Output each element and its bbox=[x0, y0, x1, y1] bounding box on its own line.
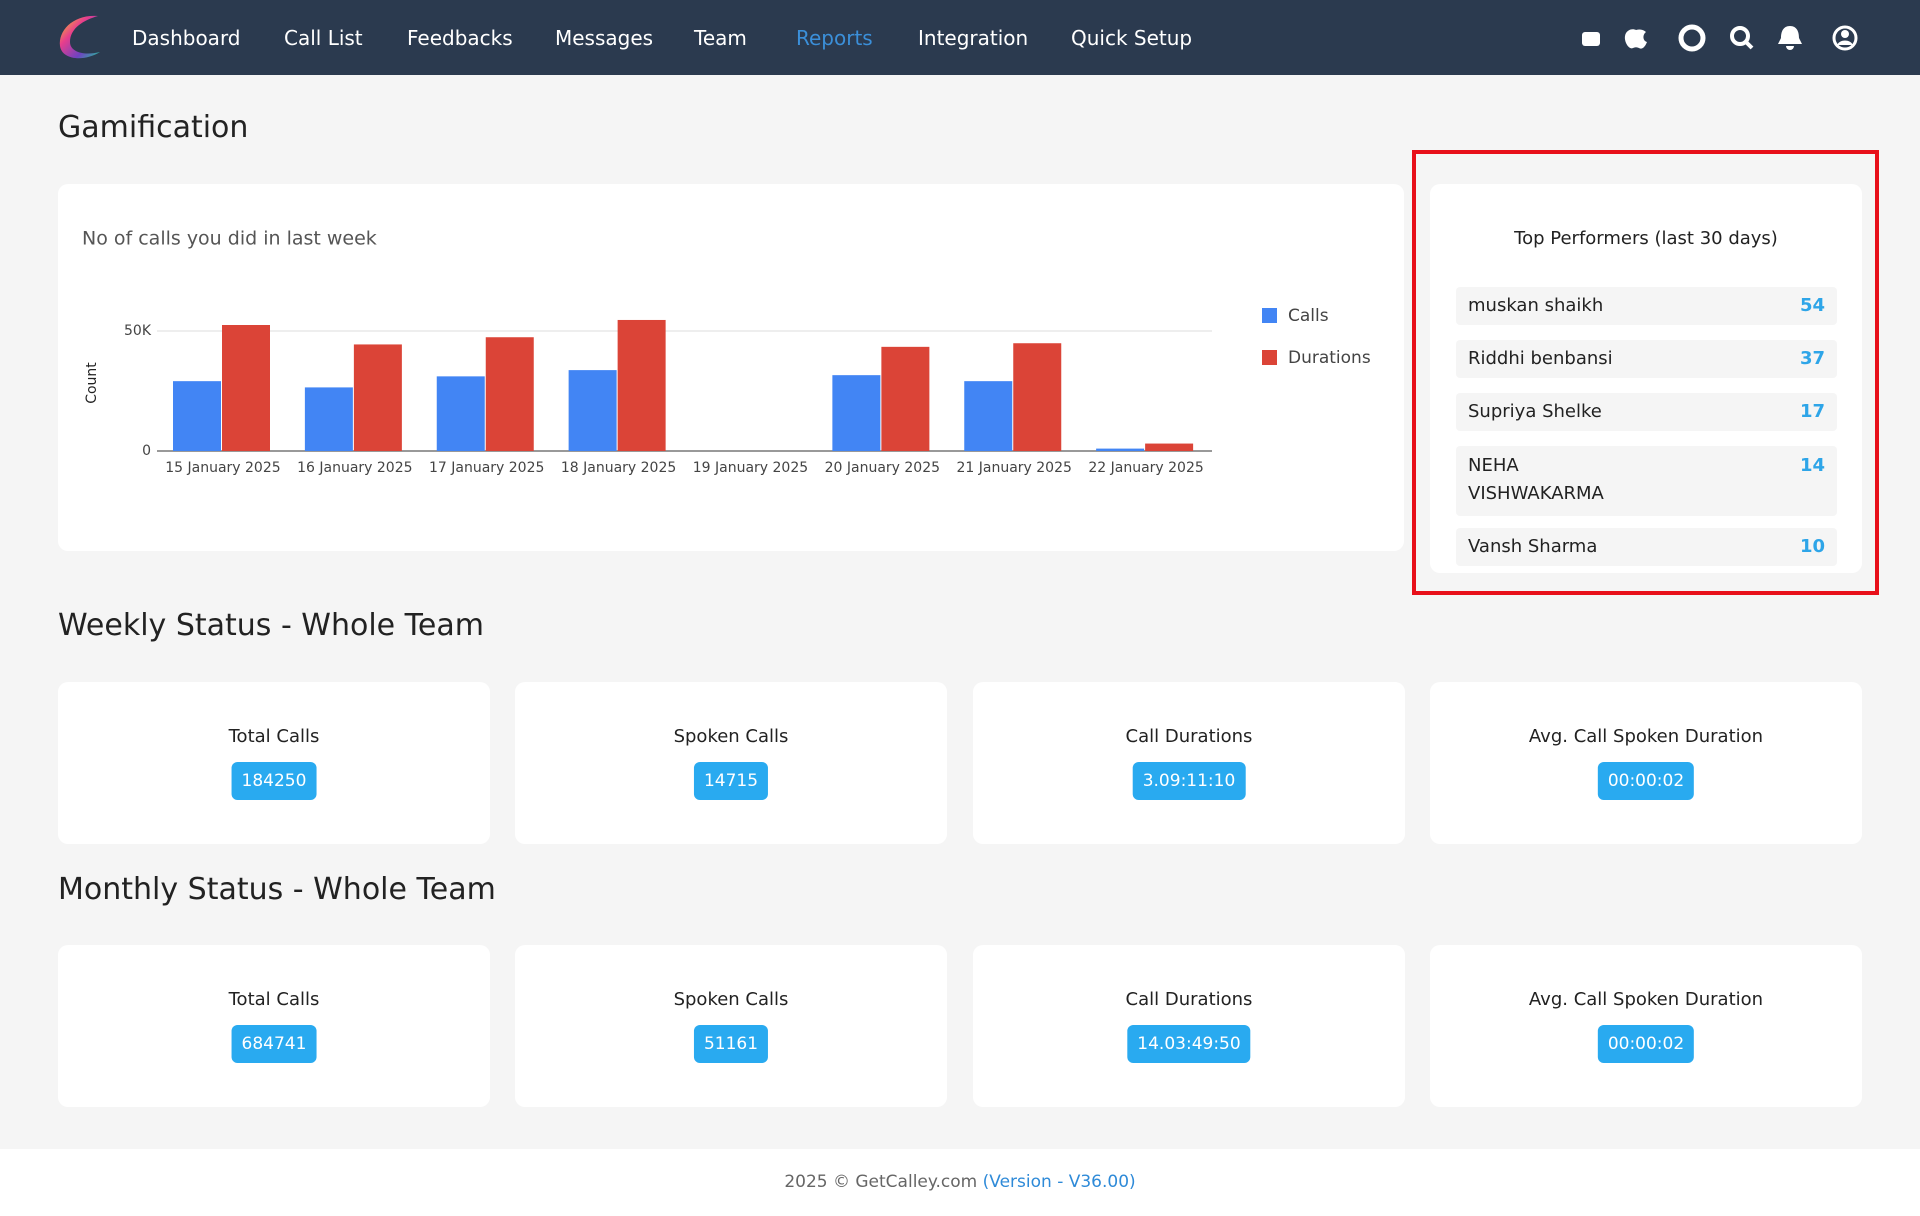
stat-card: Call Durations 14.03:49:50 bbox=[973, 945, 1405, 1107]
x-tick-label: 16 January 2025 bbox=[297, 460, 412, 476]
footer: 2025 © GetCalley.com (Version - V36.00) bbox=[0, 1149, 1920, 1216]
legend-label: Durations bbox=[1288, 348, 1371, 368]
stat-badge: 00:00:02 bbox=[1597, 1025, 1695, 1063]
x-tick-label: 21 January 2025 bbox=[956, 460, 1071, 476]
bar bbox=[832, 375, 881, 451]
x-tick-label: 17 January 2025 bbox=[429, 460, 544, 476]
performer-row: muskan shaikh 54 bbox=[1456, 287, 1837, 325]
profile-icon[interactable] bbox=[1832, 25, 1858, 51]
stat-card: Avg. Call Spoken Duration 00:00:02 bbox=[1430, 682, 1862, 844]
bar bbox=[1013, 343, 1062, 451]
performer-value: 10 bbox=[1799, 536, 1825, 557]
help-icon[interactable] bbox=[1678, 24, 1706, 52]
y-tick-label: 0 bbox=[142, 443, 151, 459]
bar bbox=[881, 346, 930, 451]
performer-name: Riddhi benbansi bbox=[1468, 348, 1613, 369]
monthly-title: Monthly Status - Whole Team bbox=[58, 872, 496, 907]
performer-row: Vansh Sharma 10 bbox=[1456, 528, 1837, 566]
stat-card: Spoken Calls 51161 bbox=[515, 945, 947, 1107]
performer-value: 14 bbox=[1799, 455, 1825, 476]
bar bbox=[353, 344, 402, 451]
stat-card: Total Calls 684741 bbox=[58, 945, 490, 1107]
stat-label: Total Calls bbox=[228, 726, 320, 747]
chart-card: No of calls you did in last week Count 0… bbox=[58, 184, 1404, 551]
weekly-title: Weekly Status - Whole Team bbox=[58, 608, 484, 643]
nav-item[interactable]: Reports bbox=[796, 26, 873, 50]
logo[interactable] bbox=[54, 10, 108, 64]
stat-badge: 14715 bbox=[693, 762, 769, 800]
nav-item[interactable]: Team bbox=[694, 26, 747, 50]
stat-label: Spoken Calls bbox=[673, 989, 789, 1010]
version-link[interactable]: (Version - V36.00) bbox=[982, 1172, 1136, 1192]
y-axis-label: Count bbox=[84, 362, 100, 404]
stat-badge: 3.09:11:10 bbox=[1132, 762, 1246, 800]
page-title: Gamification bbox=[58, 110, 249, 145]
bar bbox=[222, 325, 270, 451]
bar bbox=[964, 381, 1013, 451]
x-tick-label: 19 January 2025 bbox=[693, 460, 808, 476]
stat-label: Avg. Call Spoken Duration bbox=[1528, 726, 1764, 747]
bar bbox=[617, 319, 666, 451]
stat-badge: 684741 bbox=[231, 1025, 317, 1063]
stat-card: Total Calls 184250 bbox=[58, 682, 490, 844]
legend-label: Calls bbox=[1288, 306, 1329, 326]
stat-label: Spoken Calls bbox=[673, 726, 789, 747]
nav-item[interactable]: Feedbacks bbox=[407, 26, 513, 50]
legend-swatch bbox=[1262, 308, 1277, 323]
stat-badge: 51161 bbox=[693, 1025, 769, 1063]
stat-badge: 184250 bbox=[231, 762, 317, 800]
stat-card: Avg. Call Spoken Duration 00:00:02 bbox=[1430, 945, 1862, 1107]
bar bbox=[568, 370, 617, 451]
performer-value: 54 bbox=[1799, 295, 1825, 316]
search-icon[interactable] bbox=[1730, 26, 1754, 50]
nav-item[interactable]: Integration bbox=[918, 26, 1029, 50]
performer-name: muskan shaikh bbox=[1468, 295, 1604, 316]
bar bbox=[1145, 443, 1194, 451]
x-tick-label: 22 January 2025 bbox=[1088, 460, 1203, 476]
stat-badge: 00:00:02 bbox=[1597, 762, 1695, 800]
stat-label: Avg. Call Spoken Duration bbox=[1528, 989, 1764, 1010]
legend-swatch bbox=[1262, 350, 1277, 365]
performer-value: 17 bbox=[1799, 401, 1825, 422]
nav-item[interactable]: Dashboard bbox=[132, 26, 241, 50]
y-tick-label: 50K bbox=[124, 323, 152, 339]
bar bbox=[1096, 448, 1145, 451]
nav-icons bbox=[1582, 24, 1858, 52]
footer-text: 2025 © GetCalley.com bbox=[784, 1172, 978, 1192]
performer-name: Supriya Shelke bbox=[1468, 401, 1602, 422]
nav-item[interactable]: Quick Setup bbox=[1071, 26, 1193, 50]
bar bbox=[436, 376, 485, 451]
apple-icon[interactable] bbox=[1624, 29, 1647, 49]
chart-title: No of calls you did in last week bbox=[82, 228, 377, 250]
chart: No of calls you did in last week Count 0… bbox=[82, 228, 1371, 477]
bar bbox=[304, 387, 353, 451]
nav-item[interactable]: Messages bbox=[555, 26, 654, 50]
performer-row: NEHA VISHWAKARMA 14 bbox=[1456, 446, 1837, 516]
performer-name: Vansh Sharma bbox=[1468, 536, 1598, 557]
top-nav: Dashboard Call List Feedbacks Messages Team R… bbox=[0, 0, 1920, 75]
stat-label: Call Durations bbox=[1125, 989, 1253, 1010]
stat-label: Total Calls bbox=[228, 989, 320, 1010]
performer-row: Riddhi benbansi 37 bbox=[1456, 340, 1837, 378]
stat-card: Call Durations 3.09:11:10 bbox=[973, 682, 1405, 844]
performer-row: Supriya Shelke 17 bbox=[1456, 393, 1837, 431]
performer-value: 37 bbox=[1799, 348, 1825, 369]
bar bbox=[485, 337, 534, 451]
x-tick-label: 20 January 2025 bbox=[825, 460, 940, 476]
stat-badge: 14.03:49:50 bbox=[1127, 1025, 1251, 1063]
nav-item[interactable]: Call List bbox=[284, 26, 363, 50]
performer-name: NEHA VISHWAKARMA bbox=[1468, 455, 1604, 504]
highlight-box bbox=[1412, 150, 1879, 595]
top-performers-card: Top Performers (last 30 days) muskan sha… bbox=[1430, 184, 1862, 573]
stat-label: Call Durations bbox=[1125, 726, 1253, 747]
bar bbox=[173, 381, 221, 451]
android-icon[interactable] bbox=[1582, 32, 1600, 46]
x-tick-label: 15 January 2025 bbox=[165, 460, 280, 476]
top-performers-title: Top Performers (last 30 days) bbox=[1514, 228, 1778, 249]
x-tick-label: 18 January 2025 bbox=[561, 460, 676, 476]
stat-card: Spoken Calls 14715 bbox=[515, 682, 947, 844]
bell-icon[interactable] bbox=[1778, 26, 1802, 50]
